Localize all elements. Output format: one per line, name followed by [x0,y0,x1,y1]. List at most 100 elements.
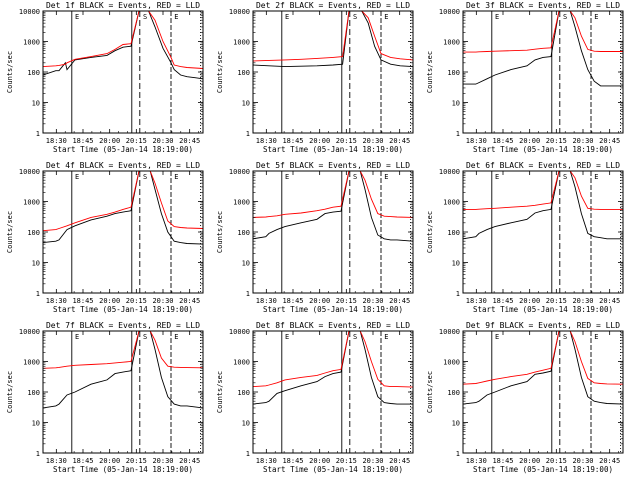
y-axis-label: Counts/sec [6,51,14,93]
x-tick-label: 18:45 [282,297,303,305]
x-axis-label: Start Time (05-Jan-14 18:19:00) [263,145,403,154]
panel-title: Det 4f BLACK = Events, RED = LLD [46,161,200,170]
panel-9: Det 9f BLACK = Events, RED = LLD Counts/s… [426,321,624,474]
plot-frame [462,170,624,294]
y-tick-label: 10000 [229,168,250,176]
y-tick-label: 10000 [19,168,40,176]
panel-title: Det 7f BLACK = Events, RED = LLD [46,321,200,330]
y-tick-label: 10000 [229,328,250,336]
x-axis-label: Start Time (05-Jan-14 18:19:00) [473,145,613,154]
panel-7: Det 7f BLACK = Events, RED = LLD Counts/s… [6,321,204,474]
event-marker-letter: S [353,13,357,21]
x-axis-label: Start Time (05-Jan-14 18:19:00) [53,465,193,474]
event-marker-letter: E [384,173,388,181]
panel-title: Det 1f BLACK = Events, RED = LLD [46,1,200,10]
x-tick-label: 20:45 [389,297,410,305]
y-axis-label: Counts/sec [426,211,434,253]
event-marker-letter: E [594,333,598,341]
x-tick-label: 20:15 [336,297,357,305]
event-marker-letter: S [143,173,147,181]
series-line-lld [253,11,413,62]
event-marker-letter: E [495,173,499,181]
x-tick-label: 20:15 [546,297,567,305]
panel-title: Det 3f BLACK = Events, RED = LLD [466,1,620,10]
y-tick-label: 100 [27,389,40,397]
x-tick-label: 20:45 [179,457,200,465]
y-tick-label: 10 [452,420,460,428]
series-line-lld [43,171,203,232]
event-marker-letter: E [285,333,289,341]
y-tick-label: 100 [237,69,250,77]
x-tick-label: 20:00 [519,137,540,145]
y-tick-label: 10 [242,100,250,108]
event-marker-letter: S [353,333,357,341]
x-tick-label: 20:30 [572,137,593,145]
y-axis-label: Counts/sec [216,51,224,93]
event-marker-letter: S [143,13,147,21]
y-axis-label: Counts/sec [426,371,434,413]
y-tick-label: 10000 [439,328,460,336]
x-tick-label: 20:30 [572,297,593,305]
x-tick-label: 18:30 [256,297,277,305]
y-tick-label: 10 [242,260,250,268]
event-marker-letter: E [495,333,499,341]
panel-4: Det 4f BLACK = Events, RED = LLD Counts/s… [6,161,204,314]
x-axis-label: Start Time (05-Jan-14 18:19:00) [263,465,403,474]
y-tick-label: 100 [237,229,250,237]
event-marker-letter: E [75,333,79,341]
event-marker-letter: E [174,173,178,181]
plot-frame [462,330,624,454]
y-tick-label: 100 [237,389,250,397]
y-tick-label: 10 [32,100,40,108]
y-tick-label: 100 [27,229,40,237]
event-marker-letter: E [495,13,499,21]
y-tick-label: 1000 [233,199,250,207]
x-tick-label: 18:30 [46,457,67,465]
x-tick-label: 18:45 [282,137,303,145]
plot-frame [42,10,204,134]
x-tick-label: 20:00 [309,457,330,465]
y-tick-label: 1 [456,130,460,138]
series-line-events [253,331,413,405]
event-marker-letter: E [285,13,289,21]
x-tick-label: 18:45 [72,137,93,145]
plot-frame [42,330,204,454]
x-axis-label: Start Time (05-Jan-14 18:19:00) [53,305,193,314]
y-tick-label: 10 [452,260,460,268]
x-tick-label: 20:00 [309,137,330,145]
series-line-events [43,331,203,409]
y-tick-label: 100 [447,69,460,77]
y-tick-label: 100 [27,69,40,77]
y-tick-label: 10000 [19,328,40,336]
plot-frame [252,10,414,134]
event-marker-letter: S [563,13,567,21]
series-line-lld [463,11,623,53]
x-tick-label: 20:15 [546,457,567,465]
panel-title: Det 8f BLACK = Events, RED = LLD [256,321,410,330]
panel-1: Det 1f BLACK = Events, RED = LLD Counts/s… [6,1,204,154]
x-tick-label: 20:45 [599,297,620,305]
x-tick-label: 20:30 [362,457,383,465]
x-tick-label: 20:45 [179,137,200,145]
x-tick-label: 18:30 [256,457,277,465]
panel-8: Det 8f BLACK = Events, RED = LLD Counts/s… [216,321,414,474]
y-tick-label: 1000 [443,359,460,367]
series-line-events [253,171,413,242]
x-tick-label: 20:15 [336,457,357,465]
x-tick-label: 20:00 [99,457,120,465]
panel-6: Det 6f BLACK = Events, RED = LLD Counts/s… [426,161,624,314]
series-line-lld [43,331,203,369]
y-tick-label: 100 [447,229,460,237]
event-marker-letter: E [174,13,178,21]
panel-title: Det 9f BLACK = Events, RED = LLD [466,321,620,330]
x-tick-label: 20:30 [152,137,173,145]
y-tick-label: 10 [32,420,40,428]
x-tick-label: 18:30 [466,297,487,305]
x-axis-label: Start Time (05-Jan-14 18:19:00) [263,305,403,314]
y-axis-label: Counts/sec [6,371,14,413]
event-marker-letter: S [563,173,567,181]
x-tick-label: 20:15 [126,457,147,465]
series-line-events [463,11,623,87]
x-tick-label: 20:30 [572,457,593,465]
y-tick-label: 1 [36,450,40,458]
